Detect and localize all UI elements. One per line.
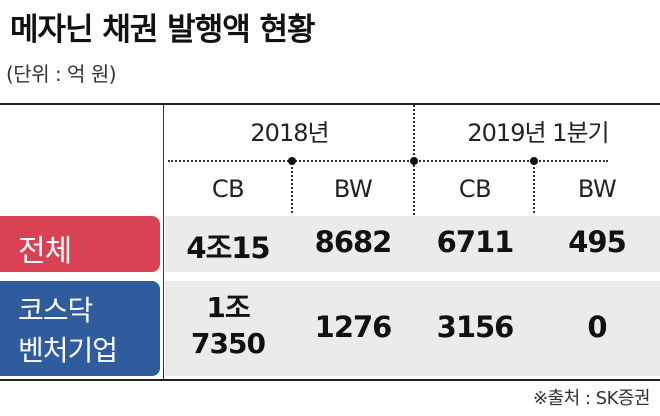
table-cell: 4조15	[186, 231, 270, 265]
table-cell: 1조 7350	[173, 290, 283, 362]
header-divider	[168, 160, 608, 162]
table-cell-line: 7350	[191, 327, 266, 360]
chart-title: 메자닌 채권 발행액 현황	[10, 12, 316, 48]
row-band-total	[165, 216, 660, 272]
subcolumn-divider-2019	[533, 163, 535, 213]
row-label-kosdaq-venture: 코스닥 벤처기업	[0, 281, 160, 376]
table-cell: 0	[587, 310, 607, 344]
source-note: ※출처 : SK증권	[532, 388, 651, 409]
period-header-2018: 2018년	[250, 119, 329, 147]
table-cell-line: 1조	[206, 291, 250, 324]
row-label-total: 전체	[0, 216, 160, 272]
bottom-rule	[0, 379, 660, 381]
divider-node	[288, 157, 296, 165]
table-cell: 8682	[314, 225, 393, 259]
column-header-bw: BW	[577, 175, 617, 203]
table-cell: 1276	[314, 310, 393, 344]
table-cell: 495	[568, 225, 627, 259]
table-cell: 3156	[436, 310, 515, 344]
column-header-cb: CB	[458, 175, 492, 203]
row-label-text: 전체	[18, 234, 72, 269]
label-column-divider	[163, 105, 164, 381]
divider-node	[530, 157, 538, 165]
row-label-text: 코스닥	[18, 294, 93, 327]
column-header-cb: CB	[211, 175, 245, 203]
table-cell: 6711	[436, 225, 515, 259]
column-header-bw: BW	[333, 175, 373, 203]
divider-node	[410, 157, 418, 165]
subcolumn-divider-2018	[291, 163, 293, 213]
row-band-kosdaq-venture	[165, 281, 660, 376]
period-header-2019q1: 2019년 1분기	[467, 119, 609, 147]
top-rule	[0, 103, 660, 105]
unit-label: (단위 : 억 원)	[6, 62, 117, 86]
row-label-text: 벤처기업	[18, 334, 118, 367]
